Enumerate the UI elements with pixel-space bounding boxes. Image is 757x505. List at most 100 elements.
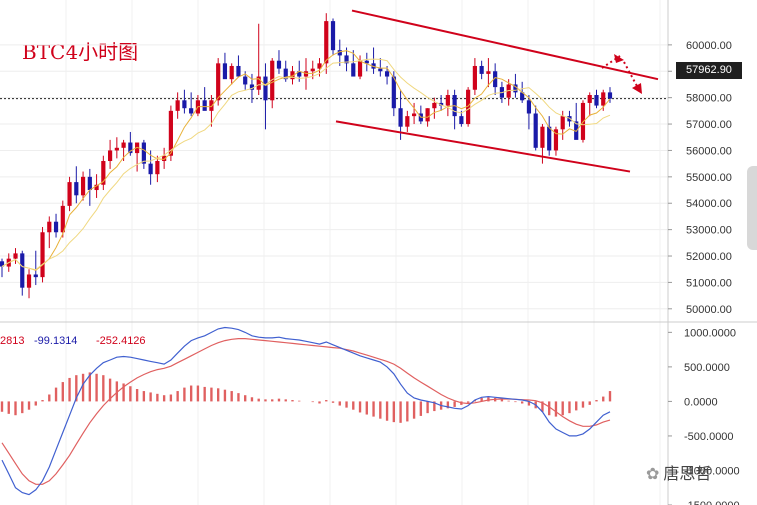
candle-body (344, 55, 349, 64)
macd-tick-label: -1000.0000 (684, 465, 740, 477)
candle-body (53, 221, 59, 233)
candle-body (40, 232, 45, 278)
candle-body (445, 95, 450, 106)
candle-body (74, 182, 79, 196)
candle-body (601, 92, 606, 106)
candle-body (263, 76, 268, 101)
candle-body (276, 60, 282, 69)
candle-body (526, 100, 532, 114)
macd-dea-line (1, 338, 611, 485)
candle-body (594, 95, 599, 106)
candle-body (256, 76, 261, 90)
candle-body (297, 71, 302, 77)
candle-body (357, 60, 363, 77)
candle-body (236, 65, 241, 77)
price-tick-label: 51000.00 (686, 277, 732, 289)
candle-body (513, 84, 518, 93)
macd-dif-line (1, 326, 611, 496)
candle-body (303, 71, 309, 77)
macd-hist-value: -252.4126 (96, 335, 146, 347)
candle-body (168, 110, 173, 156)
candle-body (337, 50, 342, 56)
candle-body (364, 60, 369, 64)
candle-body (33, 274, 38, 278)
macd-dea-value: -99.1314 (34, 335, 77, 347)
candle-body (0, 261, 5, 267)
price-tick-label: 52000.00 (686, 251, 732, 263)
candle-body (182, 100, 187, 109)
candle-body (270, 60, 275, 101)
candle-body (162, 155, 167, 161)
channel-lower-line (335, 120, 631, 173)
price-axis: 50000.00 51000.00 52000.00 53000.00 54000.00… (668, 40, 732, 316)
candle-body (209, 100, 214, 111)
candle-body (432, 102, 437, 109)
candle-body (60, 205, 65, 233)
candle-body (378, 68, 383, 72)
candle-body (506, 84, 511, 98)
candle-body (391, 76, 396, 109)
candle-body (229, 65, 234, 80)
trend-channel (335, 9, 659, 173)
arrow-down-head (632, 83, 642, 94)
candle-body (466, 89, 471, 125)
macd-tick-label: 1000.0000 (684, 327, 736, 339)
candle-body (351, 63, 356, 77)
candlestick-series (0, 13, 613, 299)
candle-body (148, 163, 153, 175)
candle-body (290, 71, 295, 80)
candle-body (283, 68, 288, 80)
candle-body (94, 184, 99, 191)
candle-body (128, 142, 133, 154)
candle-body (107, 150, 113, 161)
price-tick-label: 55000.00 (686, 172, 732, 184)
candle-body (80, 176, 86, 196)
candle-body (101, 161, 106, 185)
candle-body (20, 253, 25, 288)
macd-tick-label: 0.0000 (684, 396, 718, 408)
candle-body (520, 92, 525, 101)
candle-body (222, 63, 228, 80)
side-scroll-tab[interactable] (747, 166, 757, 250)
candle-body (310, 68, 315, 72)
candle-body (493, 71, 498, 88)
macd-tick-label: -500.0000 (684, 431, 734, 443)
macd-axis: 1000.0000 500.0000 0.0000 -500.0000 -1000.00… (668, 327, 740, 505)
price-tick-label: 54000.00 (686, 198, 732, 210)
macd-dif-value: 2813 (0, 335, 24, 347)
price-tick-label: 57000.00 (686, 119, 732, 131)
candle-body (317, 63, 322, 69)
candle-body (216, 63, 221, 101)
candle-body (547, 126, 552, 151)
macd-panel (0, 326, 612, 496)
forecast-arrows (601, 54, 642, 94)
candle-body (486, 71, 491, 74)
candle-body (553, 129, 559, 151)
price-tick-label: 58000.00 (686, 93, 732, 105)
candle-body (13, 253, 18, 259)
candle-body (175, 100, 180, 111)
candle-body (479, 65, 484, 74)
candle-body (472, 65, 477, 90)
candle-body (384, 71, 390, 77)
candle-body (87, 176, 92, 191)
moving-average-lines (1, 50, 611, 271)
price-tick-label: 53000.00 (686, 225, 732, 237)
macd-tick-label: -1500.0000 (684, 500, 740, 505)
candle-body (533, 113, 538, 148)
candle-body (398, 108, 403, 127)
candle-body (114, 147, 119, 151)
macd-tick-label: 500.0000 (684, 362, 730, 374)
candle-body (425, 108, 430, 122)
price-tick-label: 50000.00 (686, 304, 732, 316)
watermark-text: 唐思哲 (663, 464, 712, 483)
candle-body (607, 92, 613, 99)
channel-upper-line (351, 9, 659, 81)
candle-body (459, 116, 464, 125)
candle-body (121, 142, 126, 148)
price-tick-label: 60000.00 (686, 40, 732, 52)
candle-body (330, 21, 336, 51)
arrow-up-path (601, 55, 621, 69)
candle-body (324, 21, 329, 64)
